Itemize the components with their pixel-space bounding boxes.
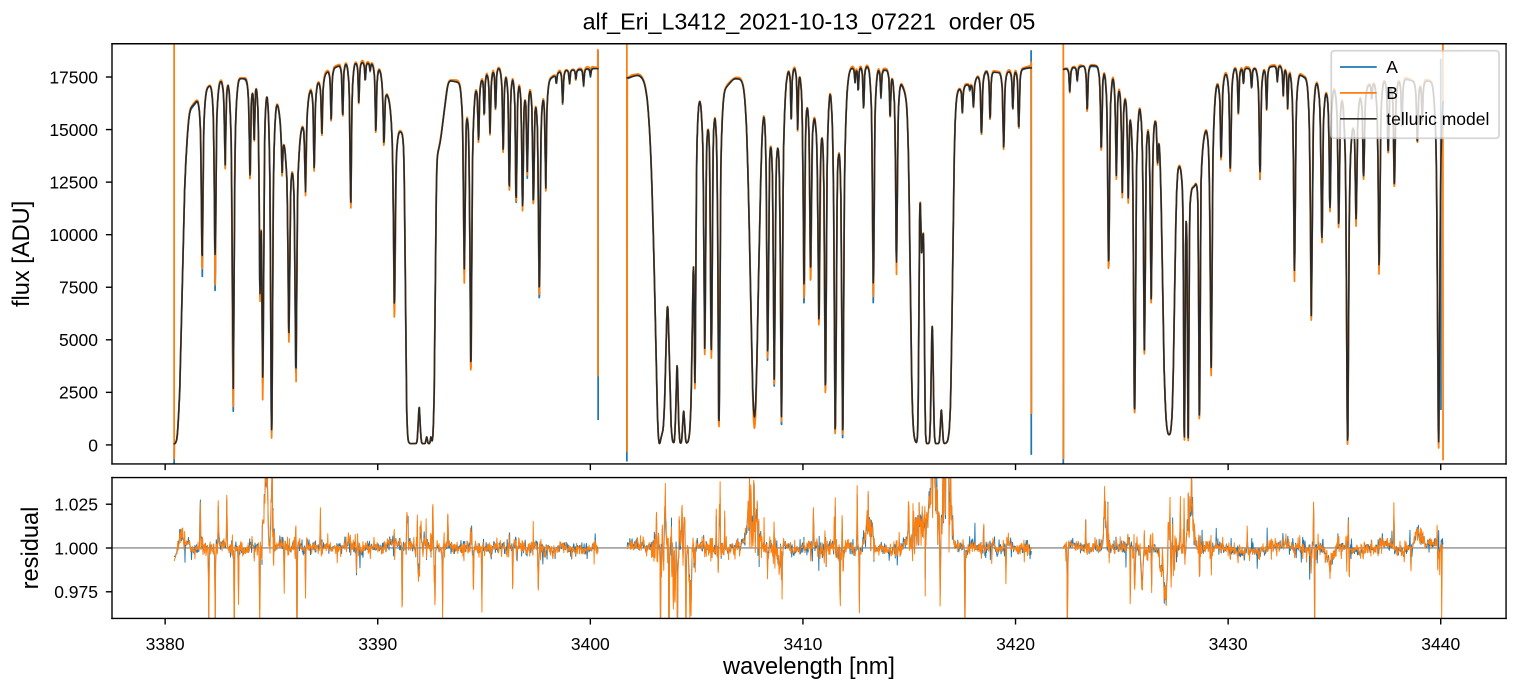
svg-text:2500: 2500	[59, 383, 98, 403]
svg-text:B: B	[1386, 83, 1398, 103]
svg-text:3380: 3380	[146, 634, 185, 654]
svg-text:0.975: 0.975	[54, 582, 98, 602]
svg-text:1.000: 1.000	[54, 538, 98, 558]
svg-text:3410: 3410	[783, 634, 822, 654]
svg-text:telluric model: telluric model	[1386, 109, 1489, 129]
svg-text:alf_Eri_L3412_2021-10-13_07221: alf_Eri_L3412_2021-10-13_07221 order 05	[583, 8, 1036, 34]
svg-text:5000: 5000	[59, 330, 98, 350]
svg-text:3430: 3430	[1209, 634, 1248, 654]
svg-text:12500: 12500	[49, 172, 98, 192]
svg-text:3420: 3420	[996, 634, 1035, 654]
svg-text:0: 0	[88, 435, 98, 455]
svg-text:15000: 15000	[49, 120, 98, 140]
svg-text:3390: 3390	[358, 634, 397, 654]
svg-text:3440: 3440	[1421, 634, 1460, 654]
svg-text:10000: 10000	[49, 225, 98, 245]
svg-text:flux [ADU]: flux [ADU]	[9, 201, 35, 307]
svg-text:3400: 3400	[571, 634, 610, 654]
svg-text:17500: 17500	[49, 67, 98, 87]
svg-text:wavelength [nm]: wavelength [nm]	[722, 654, 895, 680]
svg-text:7500: 7500	[59, 278, 98, 298]
svg-text:1.025: 1.025	[54, 495, 98, 515]
svg-text:residual: residual	[18, 507, 44, 590]
svg-text:A: A	[1386, 57, 1398, 77]
